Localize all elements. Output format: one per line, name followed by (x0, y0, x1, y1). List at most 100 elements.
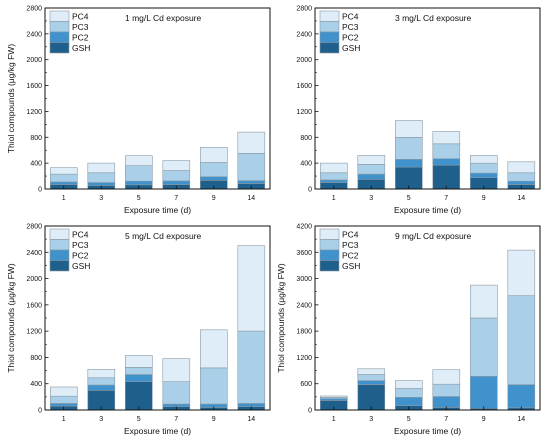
bar-pc4-day-3 (87, 162, 116, 174)
bar-pc4-day-1 (319, 395, 348, 398)
y-axis: 0 400 800 1200 1600 2000 2400 2800 (26, 224, 49, 415)
x-axis: 1 3 5 7 9 14 (332, 185, 525, 202)
y-tick-label: 0 (38, 187, 42, 194)
legend-label-pc3: PC3 (72, 22, 89, 32)
legend-label-pc4: PC4 (342, 12, 359, 22)
legend-label-pc2: PC2 (342, 251, 359, 261)
y-tick-label: 2000 (26, 276, 42, 283)
y-tick-label: 400 (30, 381, 42, 388)
y-tick-label: 2400 (296, 31, 312, 38)
bar-pc2-day-9 (200, 176, 228, 181)
y-tick-label: 1600 (26, 83, 42, 90)
y-tick-label: 1200 (296, 355, 312, 362)
chart-panel-1: 0 400 800 1200 1600 2000 2400 2800 1 3 5 7 9 14 Exposu… (6, 6, 271, 215)
bar-pc2-day-14 (237, 403, 266, 407)
y-axis: 0 600 1200 1800 2400 3000 3600 4200 (296, 224, 319, 415)
bar-pc4-day-7 (432, 131, 461, 145)
bar-pc4-day-3 (357, 368, 386, 375)
bar-pc4-day-14 (507, 249, 536, 297)
legend-swatch-pc3 (49, 239, 70, 251)
bar-pc4-day-3 (87, 368, 116, 379)
legend-label-gsh: GSH (72, 43, 90, 53)
y-tick-label: 2400 (296, 302, 312, 309)
chart-panel-4: 0 600 1200 1800 2400 3000 3600 4200 1 3 5 7 9 14 Expos… (276, 224, 541, 436)
panel-title: 5 mg/L Cd exposure (125, 231, 201, 241)
y-tick-label: 800 (30, 355, 42, 362)
bar-pc3-day-7 (162, 170, 191, 182)
legend-swatch-pc4 (49, 228, 70, 240)
x-tick-label: 5 (137, 195, 141, 202)
bars (49, 131, 266, 190)
bar-pc3-day-7 (432, 143, 461, 160)
y-tick-label: 1800 (296, 329, 312, 336)
legend-swatch-gsh (49, 260, 70, 272)
bar-pc3-day-5 (125, 366, 153, 375)
bar-pc4-day-9 (469, 284, 498, 319)
legend-swatch-gsh (319, 42, 340, 54)
y-tick-label: 1200 (26, 329, 42, 336)
bar-pc3-day-5 (394, 388, 423, 398)
x-tick-label: 3 (99, 195, 103, 202)
x-axis: 1 3 5 7 9 14 (62, 185, 255, 202)
y-tick-label: 2800 (296, 6, 312, 13)
x-tick-label: 5 (407, 416, 411, 423)
bar-pc2-day-1 (49, 181, 78, 185)
bar-pc3-day-1 (49, 173, 78, 183)
bar-pc3-day-1 (319, 172, 348, 181)
bar-pc2-day-9 (469, 172, 498, 178)
bar-gsh-day-7 (432, 164, 461, 190)
x-axis-title: Exposure time (d) (124, 205, 191, 215)
bar-pc2-day-7 (162, 180, 191, 185)
legend-label-pc3: PC3 (342, 240, 359, 250)
x-tick-label: 1 (332, 195, 336, 202)
bar-pc4-day-5 (394, 380, 423, 389)
bar-pc4-day-14 (237, 131, 266, 154)
y-tick-label: 400 (300, 161, 312, 168)
bar-pc4-day-1 (319, 162, 348, 174)
legend-label-pc4: PC4 (72, 12, 89, 22)
bar-pc4-day-7 (162, 160, 191, 171)
y-tick-label: 1600 (26, 302, 42, 309)
bar-pc3-day-14 (237, 330, 266, 404)
y-tick-label: 2000 (26, 57, 42, 64)
legend-label-pc3: PC3 (342, 22, 359, 32)
bar-pc4-day-3 (357, 155, 386, 165)
x-axis: 1 3 5 7 9 14 (332, 406, 525, 423)
bar-pc4-day-1 (49, 167, 78, 175)
legend-label-pc4: PC4 (342, 230, 359, 240)
bar-pc3-day-9 (200, 162, 228, 177)
x-axis-title: Exposure time (d) (394, 426, 461, 436)
x-tick-label: 9 (212, 416, 216, 423)
bar-pc3-day-1 (49, 395, 78, 404)
bar-pc2-day-7 (432, 396, 461, 408)
legend-label-pc4: PC4 (72, 230, 89, 240)
y-axis: 0 400 800 1200 1600 2000 2400 2800 (296, 6, 319, 194)
bar-pc4-day-5 (125, 355, 153, 368)
bar-pc2-day-5 (394, 159, 423, 168)
legend-label-gsh: GSH (342, 43, 360, 53)
bar-pc4-day-5 (394, 120, 423, 138)
y-tick-label: 600 (300, 381, 312, 388)
bar-pc4-day-14 (237, 245, 266, 332)
legend-label-pc2: PC2 (72, 251, 89, 261)
y-tick-label: 2800 (26, 224, 42, 231)
bar-pc3-day-7 (162, 381, 191, 405)
panel-title: 3 mg/L Cd exposure (395, 13, 471, 23)
bar-pc2-day-14 (507, 384, 536, 409)
legend-swatch-gsh (319, 260, 340, 272)
x-axis-title: Exposure time (d) (124, 426, 191, 436)
legend-swatch-gsh (49, 42, 70, 54)
legend-swatch-pc4 (319, 228, 340, 240)
legend-label-pc2: PC2 (72, 33, 89, 43)
chart-panel-2: 0 400 800 1200 1600 2000 2400 2800 1 3 5 7 9 14 Exposu… (296, 6, 541, 215)
bar-pc4-day-5 (125, 155, 153, 166)
x-tick-label: 3 (369, 416, 373, 423)
x-tick-label: 14 (517, 195, 525, 202)
legend-label-pc2: PC2 (342, 33, 359, 43)
x-tick-label: 9 (482, 195, 486, 202)
bar-pc2-day-3 (357, 173, 386, 180)
y-tick-label: 1200 (296, 109, 312, 116)
y-tick-label: 2400 (26, 250, 42, 257)
